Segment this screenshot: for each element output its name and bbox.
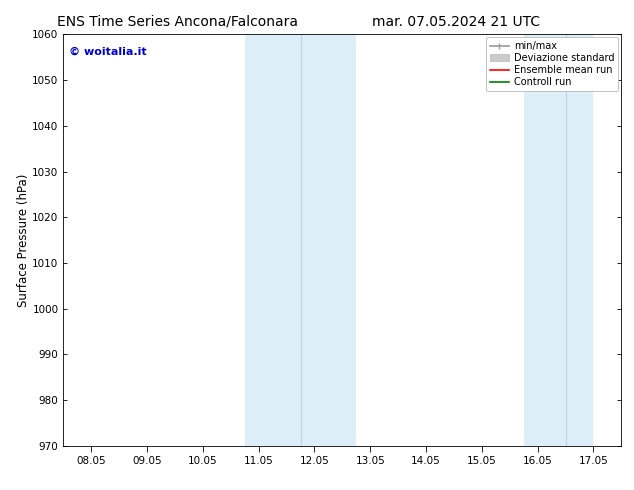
Text: mar. 07.05.2024 21 UTC: mar. 07.05.2024 21 UTC	[372, 15, 541, 29]
Legend: min/max, Deviazione standard, Ensemble mean run, Controll run: min/max, Deviazione standard, Ensemble m…	[486, 37, 618, 91]
Bar	[524, 34, 593, 446]
Text: ENS Time Series Ancona/Falconara: ENS Time Series Ancona/Falconara	[57, 15, 298, 29]
Y-axis label: Surface Pressure (hPa): Surface Pressure (hPa)	[16, 173, 30, 307]
Text: © woitalia.it: © woitalia.it	[69, 47, 146, 57]
Bar	[245, 34, 356, 446]
